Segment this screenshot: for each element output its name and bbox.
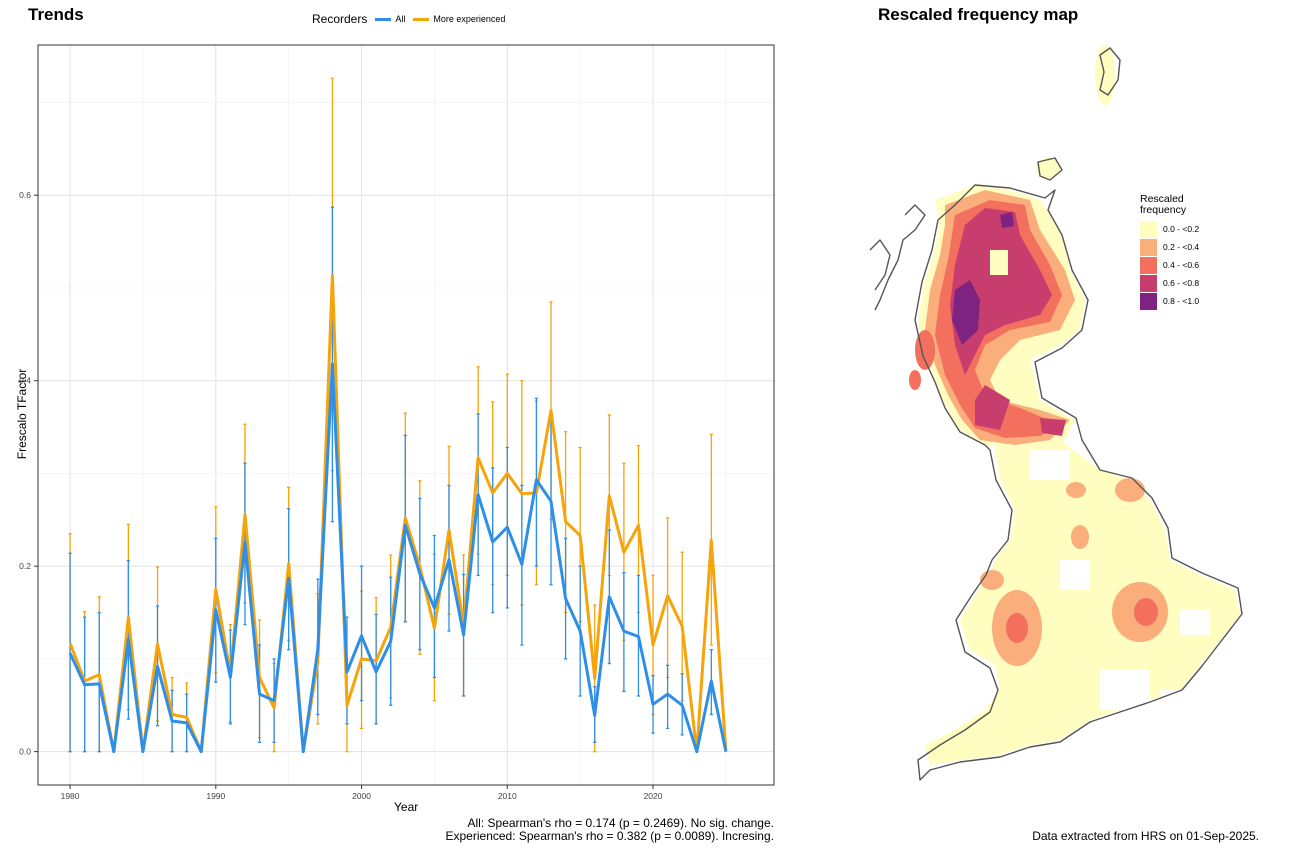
y-tick-label: 0.4 (19, 376, 31, 386)
map-legend-item: 0.8 - <1.0 (1140, 292, 1199, 310)
trends-title: Trends (28, 5, 84, 24)
trends-chart: 0.0 0.2 0.4 0.6 1980 1990 2000 2010 2020 (19, 44, 775, 801)
y-tick-label: 0.0 (19, 747, 31, 757)
map-legend-title-line2: frequency (1140, 204, 1187, 216)
map-island (909, 370, 921, 390)
map-region-scotland-08 (952, 280, 980, 345)
legend-swatch-experienced (413, 17, 430, 21)
map-gap (990, 250, 1008, 275)
map-region-scotland-06b (975, 385, 1010, 430)
legend-swatch-all (375, 17, 392, 21)
x-tick-label: 2010 (498, 791, 517, 801)
map-legend: Rescaled frequency 0.0 - <0.2 0.2 - <0.4… (1140, 194, 1199, 310)
map-legend-item: 0.2 - <0.4 (1140, 238, 1199, 256)
x-axis-label: Year (394, 800, 419, 814)
plot-frame (37, 44, 775, 786)
map-island (1036, 158, 1060, 178)
map-gap (1100, 670, 1150, 710)
map-region-scotland-06c (1040, 418, 1066, 436)
legend-label-all: All (395, 14, 406, 24)
map-gap (1030, 450, 1070, 480)
map-coastline-west (874, 204, 926, 311)
map-coastline-gb (914, 184, 1243, 781)
map-legend-label: 0.0 - <0.2 (1163, 223, 1200, 234)
series-line-all (68, 362, 728, 754)
map-legend-label: 0.2 - <0.4 (1163, 241, 1200, 252)
footnote-line-all: All: Spearman's rho = 0.174 (p = 0.2469)… (467, 816, 774, 830)
map-patch (1134, 598, 1158, 626)
y-tick-label: 0.2 (19, 561, 31, 571)
map-patch (1071, 525, 1089, 549)
map-patch (980, 570, 1004, 590)
map-patch (1006, 613, 1028, 643)
map-legend-label: 0.6 - <0.8 (1163, 277, 1200, 288)
x-tick-label: 1980 (61, 791, 80, 801)
map-legend-item: 0.6 - <0.8 (1140, 274, 1199, 292)
x-tick-label: 2020 (644, 791, 663, 801)
legend-label-experienced: More experienced (433, 14, 506, 24)
legend-title: Recorders (312, 12, 368, 26)
series-line-experienced (68, 273, 728, 754)
map-coastline-shetland (1099, 47, 1121, 96)
trend-footnote: All: Spearman's rho = 0.174 (p = 0.2469)… (446, 817, 775, 843)
frequency-map (869, 45, 1243, 781)
map-region-scotland-06 (950, 208, 1052, 375)
x-tick-label: 1990 (206, 791, 225, 801)
map-footnote: Data extracted from HRS on 01-Sep-2025. (1032, 829, 1259, 843)
map-legend-title-line1: Rescaled (1140, 193, 1184, 205)
map-region-england-wales (925, 420, 1240, 765)
map-patch (1115, 478, 1145, 502)
map-gap (1060, 560, 1090, 590)
map-patch (1066, 482, 1086, 498)
map-island (1095, 45, 1115, 105)
x-tick-label: 2000 (352, 791, 371, 801)
map-coastline-orkney (1037, 157, 1063, 181)
map-legend-label: 0.4 - <0.6 (1163, 259, 1200, 270)
y-tick-label: 0.6 (19, 190, 31, 200)
error-bar-all (666, 664, 670, 730)
error-bar-all (359, 565, 364, 702)
map-coastline-hebrides (869, 239, 891, 291)
map-legend-title: Rescaled frequency (1140, 194, 1199, 216)
footnote-line-experienced: Experienced: Spearman's rho = 0.382 (p =… (445, 829, 775, 843)
series-legend: Recorders All More experienced (312, 12, 505, 26)
error-bar-all (68, 552, 72, 753)
map-legend-item: 0.0 - <0.2 (1140, 220, 1199, 238)
map-legend-item: 0.4 - <0.6 (1140, 256, 1199, 274)
map-region-scotland-08b (1000, 212, 1014, 228)
map-title: Rescaled frequency map (878, 5, 1079, 24)
map-legend-label: 0.8 - <1.0 (1163, 295, 1200, 306)
map-gap (1180, 610, 1210, 635)
